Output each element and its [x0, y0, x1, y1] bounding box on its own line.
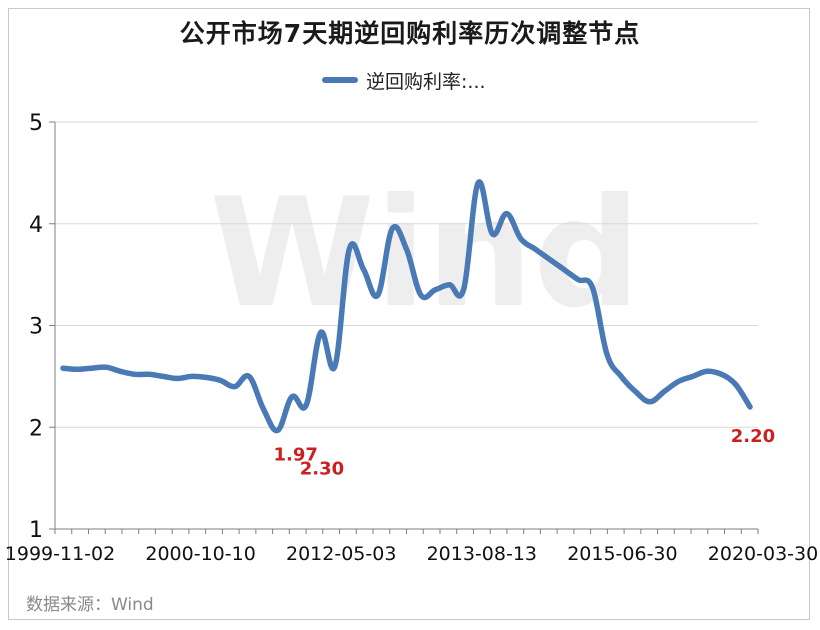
chart-title: 公开市场7天期逆回购利率历次调整节点 — [179, 19, 641, 48]
x-tick-label: 1999-11-02 — [5, 543, 115, 565]
annotations: 1.972.30 2.20 — [273, 426, 775, 480]
grid — [49, 121, 758, 530]
data-label: 2.20 — [731, 426, 775, 447]
y-tick-label: 3 — [29, 315, 43, 340]
axes — [54, 122, 759, 534]
y-tick-label: 2 — [29, 416, 43, 441]
y-tick-label: 4 — [29, 213, 43, 238]
watermark: Wind — [209, 167, 640, 341]
data-label: 1.97 — [273, 444, 317, 465]
x-tick-label: 2013-08-13 — [427, 543, 537, 565]
data-source: 数据来源：Wind — [26, 595, 154, 615]
y-tick-label: 1 — [29, 518, 43, 543]
y-tick-labels: 1 2 3 4 5 — [29, 111, 43, 543]
data-label: 2.30 — [300, 459, 344, 480]
x-tick-label: 2012-05-03 — [286, 543, 396, 565]
series-line — [60, 179, 753, 434]
legend: 逆回购利率:... — [322, 66, 486, 94]
x-tick-labels: 1999-11-02 2000-10-10 2012-05-03 2013-08-13… — [5, 543, 818, 565]
x-tick-label: 2020-03-30 — [708, 543, 818, 565]
x-tick-label: 2000-10-10 — [145, 543, 255, 565]
legend-label: 逆回购利率:... — [366, 70, 486, 93]
chart-frame — [8, 8, 810, 620]
legend-swatch — [322, 77, 358, 83]
y-tick-label: 5 — [29, 111, 43, 136]
x-tick-label: 2015-06-30 — [567, 543, 677, 565]
series-layer — [60, 179, 753, 434]
